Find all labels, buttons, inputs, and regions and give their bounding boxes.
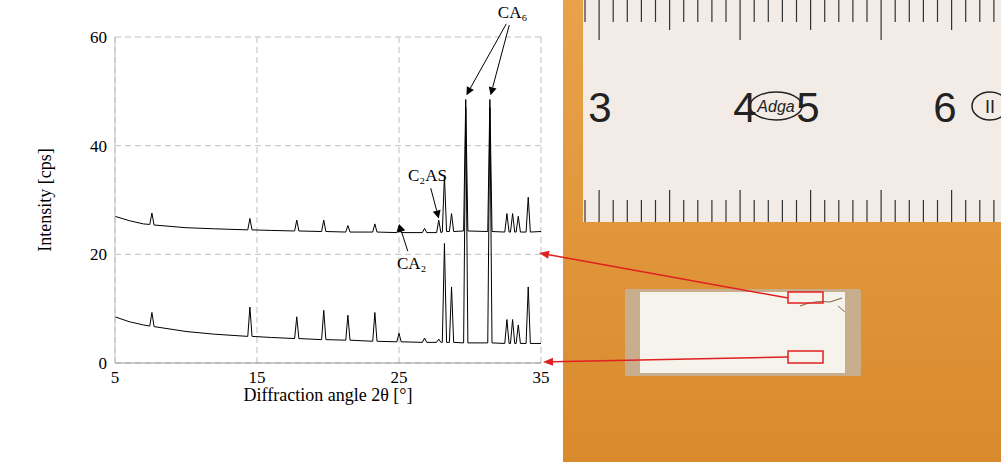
svg-text:20: 20 <box>90 245 107 264</box>
svg-text:CA₂: CA₂ <box>397 254 427 273</box>
svg-text:6: 6 <box>933 84 956 131</box>
svg-text:II: II <box>985 97 995 117</box>
svg-text:C₂AS: C₂AS <box>408 166 447 185</box>
svg-text:25: 25 <box>390 368 408 388</box>
svg-text:Diffraction angle 2θ [°]: Diffraction angle 2θ [°] <box>244 385 413 405</box>
svg-text:4: 4 <box>733 84 756 131</box>
svg-text:5: 5 <box>796 84 819 131</box>
svg-text:3: 3 <box>588 84 611 131</box>
svg-text:Adga: Adga <box>756 98 794 115</box>
svg-text:Intensity [cps]: Intensity [cps] <box>35 148 55 251</box>
svg-text:0: 0 <box>99 354 108 373</box>
svg-text:40: 40 <box>90 137 107 156</box>
svg-text:15: 15 <box>248 368 266 388</box>
svg-text:60: 60 <box>90 28 107 47</box>
svg-text:5: 5 <box>111 368 120 387</box>
svg-text:35: 35 <box>533 368 550 387</box>
svg-text:CA₆: CA₆ <box>498 3 528 22</box>
